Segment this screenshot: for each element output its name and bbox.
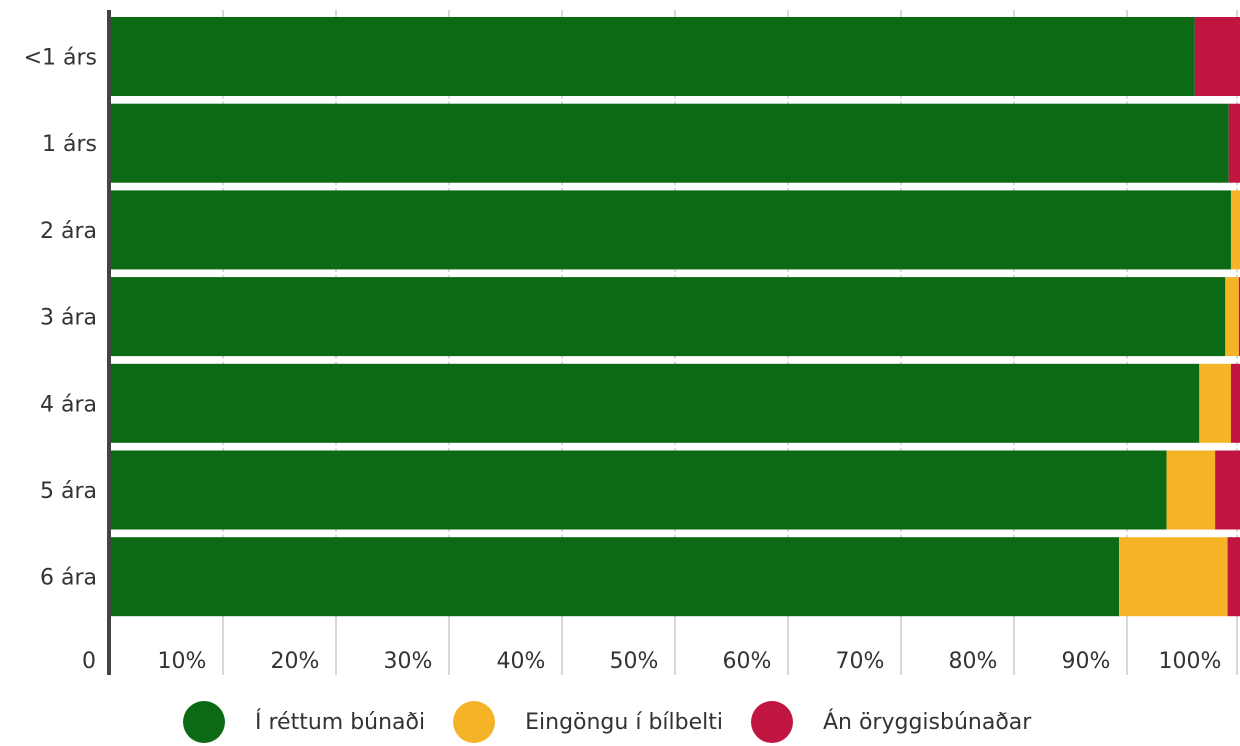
x-tick-label: 0	[82, 649, 96, 674]
category-label: 2 ára	[40, 219, 97, 244]
bar-segment	[1230, 190, 1240, 270]
legend-label-correct: Í réttum búnaði	[255, 709, 426, 735]
x-tick-label: 20%	[271, 649, 320, 674]
category-labels: <1 árs 1 árs 2 ára 3 ára 4 ára 5 ára 6 ára	[24, 46, 97, 591]
category-label: 5 ára	[40, 479, 97, 504]
bar-segment	[1119, 537, 1228, 617]
legend-row: Í réttum búnaði Eingöngu í bílbelti Án ö…	[183, 701, 1059, 743]
x-tick-label: 40%	[497, 649, 546, 674]
x-tick-label: 60%	[723, 649, 772, 674]
legend-label-no-safety: Án öryggisbúnaðar	[822, 709, 1032, 735]
bar-segment	[1215, 450, 1240, 530]
bar-segment	[1194, 17, 1240, 96]
bar-segment	[1225, 277, 1239, 357]
legend-swatch-belt-only	[453, 701, 496, 743]
x-tick-label: 10%	[158, 649, 207, 674]
bar-segment	[1227, 537, 1240, 617]
x-tick-label: 30%	[384, 649, 433, 674]
bar-segment	[110, 17, 1195, 96]
x-tick-label: 80%	[949, 649, 998, 674]
bar-segment	[1238, 277, 1240, 357]
legend-item-correct: Í réttum búnaði	[183, 701, 425, 743]
bar-separators	[110, 98, 1240, 535]
bar-segment	[110, 277, 1226, 357]
x-tick-label: 90%	[1062, 649, 1111, 674]
legend-item-no-safety: Án öryggisbúnaðar	[750, 701, 1032, 743]
bar-segment	[1166, 450, 1216, 530]
legend-swatch-no-safety	[750, 701, 793, 743]
bar-segment	[110, 190, 1231, 270]
x-tick-label: 70%	[836, 649, 885, 674]
legend: Í réttum búnaði Eingöngu í bílbelti Án ö…	[0, 696, 1240, 746]
bar-segment	[1228, 103, 1240, 183]
legend-label-belt-only: Eingöngu í bílbelti	[525, 709, 723, 735]
category-label: <1 árs	[24, 46, 97, 71]
bar-segment	[110, 103, 1229, 183]
category-label: 6 ára	[40, 566, 97, 591]
legend-swatch-correct	[183, 701, 225, 743]
bar-segment	[110, 363, 1200, 443]
bar-segment	[110, 450, 1167, 530]
category-label: 3 ára	[40, 306, 97, 331]
bar-segment	[110, 537, 1120, 617]
x-tick-label: 100%	[1159, 649, 1222, 674]
x-tick-labels: 0 10% 20% 30% 40% 50% 60% 70% 80% 90% 100%	[82, 649, 1221, 674]
category-label: 4 ára	[40, 392, 97, 417]
category-label: 1 árs	[42, 132, 97, 157]
x-tick-label: 50%	[610, 649, 659, 674]
bar-segment	[1199, 363, 1231, 443]
legend-item-belt-only: Eingöngu í bílbelti	[453, 701, 723, 743]
stacked-bar-chart: <1 árs 1 árs 2 ára 3 ára 4 ára 5 ára 6 ára 0 10…	[24, 10, 1240, 675]
bars	[110, 17, 1240, 617]
bar-segment	[1230, 363, 1240, 443]
